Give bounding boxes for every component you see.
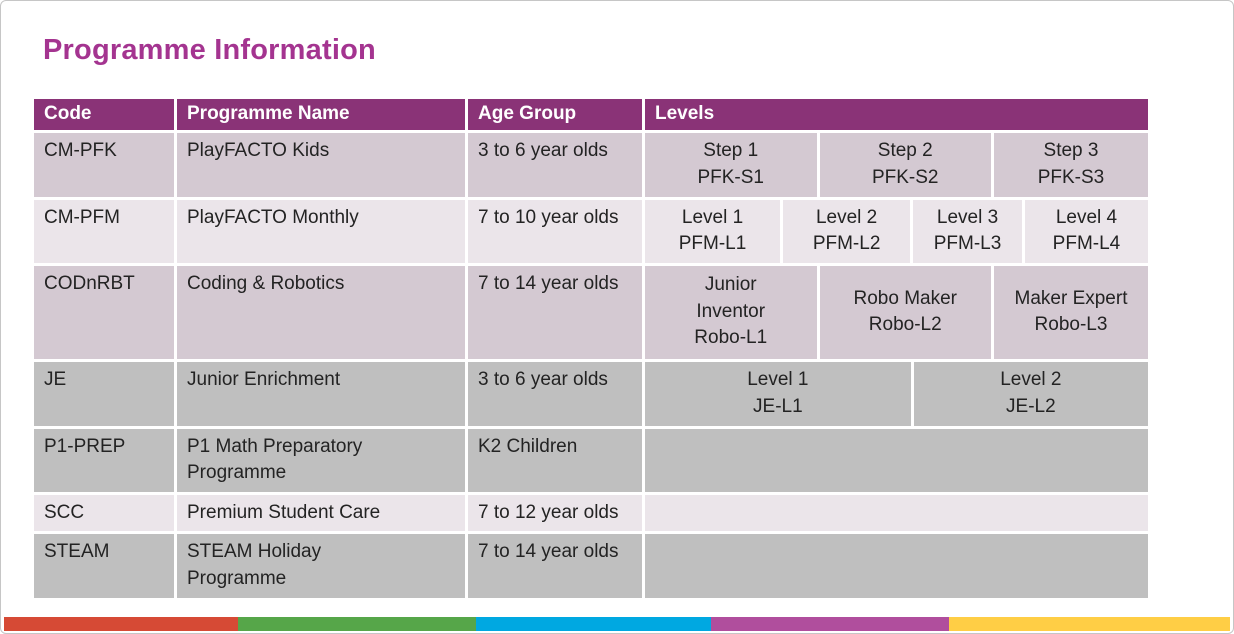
level-cell: Level 2 JE-L2 — [913, 361, 1148, 426]
level-cell: Robo Maker Robo-L2 — [819, 265, 991, 359]
level-cell: Step 3 PFK-S3 — [994, 132, 1148, 197]
table-row: SCC Premium Student Care 7 to 12 year olds — [34, 494, 1148, 532]
programme-name-cell: Junior Enrichment — [177, 361, 465, 426]
level-cell: Level 2 PFM-L2 — [783, 199, 911, 263]
age-group-cell: 7 to 12 year olds — [468, 494, 642, 532]
code-cell: CM-PFK — [34, 132, 174, 197]
level-cell: Junior Inventor Robo-L1 — [645, 265, 817, 359]
code-cell: STEAM — [34, 534, 174, 598]
table-row: JE Junior Enrichment 3 to 6 year olds Level… — [34, 361, 1148, 426]
table-row: CM-PFM PlayFACTO Monthly 7 to 10 year olds… — [34, 199, 1148, 263]
table-header-row: Code Programme Name Age Group Levels — [34, 99, 1148, 130]
programme-name-cell: Coding & Robotics — [177, 265, 465, 359]
levels-group: Step 1 PFK-S1 Step 2 PFK-S2 Step 3 PFK-S3 — [645, 132, 1148, 197]
stripe-segment — [4, 617, 239, 631]
age-group-cell: 7 to 10 year olds — [468, 199, 642, 263]
age-group-cell: K2 Children — [468, 428, 642, 492]
age-group-cell: 7 to 14 year olds — [468, 265, 642, 359]
age-group-cell: 3 to 6 year olds — [468, 132, 642, 197]
code-cell: JE — [34, 361, 174, 426]
level-cell: Level 3 PFM-L3 — [913, 199, 1022, 263]
level-cell: Maker Expert Robo-L3 — [994, 265, 1148, 359]
footer-stripe — [4, 617, 1230, 631]
code-cell: SCC — [34, 494, 174, 532]
level-cell: Step 2 PFK-S2 — [819, 132, 991, 197]
table-body: CM-PFK PlayFACTO Kids 3 to 6 year olds Step… — [34, 132, 1148, 598]
level-cell — [645, 428, 1148, 492]
table-row: STEAM STEAM Holiday Programme 7 to 14 year… — [34, 534, 1148, 598]
code-cell: CODnRBT — [34, 265, 174, 359]
stripe-segment — [238, 617, 477, 631]
header-age-group: Age Group — [468, 99, 642, 130]
levels-group — [645, 494, 1148, 532]
table-row: CM-PFK PlayFACTO Kids 3 to 6 year olds Step… — [34, 132, 1148, 197]
stripe-segment — [476, 617, 712, 631]
header-levels: Levels — [645, 99, 1148, 130]
age-group-cell: 7 to 14 year olds — [468, 534, 642, 598]
page-title: Programme Information — [43, 34, 376, 66]
level-cell — [645, 494, 1148, 532]
level-cell: Step 1 PFK-S1 — [645, 132, 817, 197]
levels-group: Level 1 PFM-L1 Level 2 PFM-L2 Level 3 PFM-… — [645, 199, 1148, 263]
header-programme-name: Programme Name — [177, 99, 465, 130]
code-cell: CM-PFM — [34, 199, 174, 263]
programme-name-cell: P1 Math Preparatory Programme — [177, 428, 465, 492]
table-row: CODnRBT Coding & Robotics 7 to 14 year old… — [34, 265, 1148, 359]
programme-name-cell: PlayFACTO Monthly — [177, 199, 465, 263]
programme-name-cell: PlayFACTO Kids — [177, 132, 465, 197]
level-cell: Level 4 PFM-L4 — [1024, 199, 1148, 263]
programme-name-cell: STEAM Holiday Programme — [177, 534, 465, 598]
stripe-segment — [949, 617, 1230, 631]
levels-group: Level 1 JE-L1 Level 2 JE-L2 — [645, 361, 1148, 426]
table-row: P1-PREP P1 Math Preparatory Programme K2 C… — [34, 428, 1148, 492]
code-cell: P1-PREP — [34, 428, 174, 492]
programme-name-cell: Premium Student Care — [177, 494, 465, 532]
age-group-cell: 3 to 6 year olds — [468, 361, 642, 426]
programme-table: Code Programme Name Age Group Levels CM-… — [34, 99, 1148, 598]
header-code: Code — [34, 99, 174, 130]
levels-group — [645, 534, 1148, 598]
levels-group — [645, 428, 1148, 492]
level-cell — [645, 534, 1148, 598]
level-cell: Level 1 JE-L1 — [645, 361, 911, 426]
levels-group: Junior Inventor Robo-L1 Robo Maker Robo-L… — [645, 265, 1148, 359]
stripe-segment — [711, 617, 950, 631]
level-cell: Level 1 PFM-L1 — [645, 199, 781, 263]
